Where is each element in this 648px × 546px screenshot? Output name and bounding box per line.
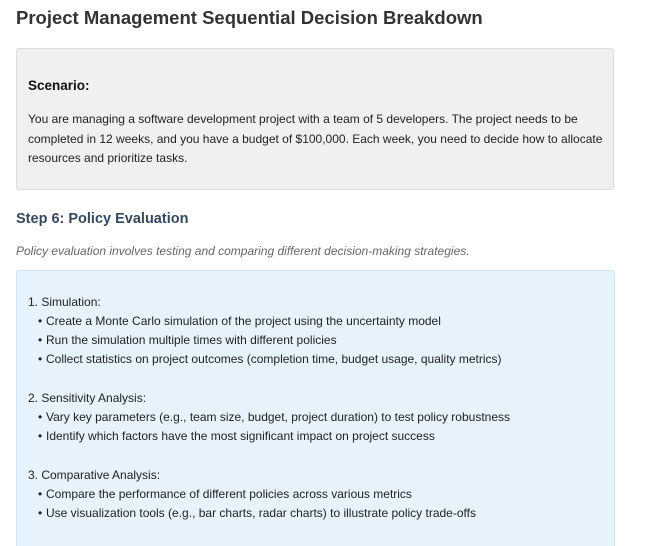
list-item: • Compare the performance of different po… (28, 485, 608, 504)
policy-evaluation-box: 1. Simulation: • Create a Monte Carlo sim… (16, 270, 615, 546)
section-title: 2. Sensitivity Analysis: (28, 391, 147, 405)
bullet-icon: • (38, 429, 43, 443)
bullet-icon: • (38, 410, 43, 424)
section-title: 3. Comparative Analysis: (28, 468, 161, 482)
scenario-heading: Scenario: (28, 78, 90, 93)
list-item: • Run the simulation multiple times with … (28, 331, 608, 350)
step-intro: Policy evaluation involves testing and c… (16, 244, 470, 258)
bullet-icon: • (38, 314, 43, 328)
list-item-text: Run the simulation multiple times with d… (46, 333, 337, 347)
list-item: • Identify which factors have the most si… (28, 427, 608, 446)
list-item-text: Vary key parameters (e.g., team size, bu… (46, 410, 510, 424)
bullet-icon: • (38, 333, 43, 347)
list-item: • Use visualization tools (e.g., bar char… (28, 504, 608, 523)
bullet-icon: • (38, 506, 43, 520)
scenario-text: You are managing a software development … (28, 112, 603, 165)
list-item-text: Identify which factors have the most sig… (46, 429, 435, 443)
page-title: Project Management Sequential Decision B… (16, 7, 483, 28)
list-item-text: Create a Monte Carlo simulation of the p… (46, 314, 441, 328)
list-item: • Create a Monte Carlo simulation of the … (28, 312, 608, 331)
section-simulation: 1. Simulation: • Create a Monte Carlo sim… (28, 293, 608, 369)
list-item-text: Use visualization tools (e.g., bar chart… (46, 506, 476, 520)
section-comparative-analysis: 3. Comparative Analysis: • Compare the pe… (28, 466, 608, 523)
list-item: • Collect statistics on project outcomes … (28, 350, 608, 369)
scenario-box: Scenario: You are managing a software de… (16, 48, 614, 190)
list-item: • Vary key parameters (e.g., team size, b… (28, 408, 608, 427)
list-item-text: Compare the performance of different pol… (46, 487, 412, 501)
bullet-icon: • (38, 487, 43, 501)
section-title: 1. Simulation: (28, 295, 101, 309)
bullet-icon: • (38, 352, 43, 366)
step-title: Step 6: Policy Evaluation (16, 211, 189, 227)
list-item-text: Collect statistics on project outcomes (… (46, 352, 502, 366)
section-sensitivity-analysis: 2. Sensitivity Analysis: • Vary key param… (28, 389, 608, 446)
